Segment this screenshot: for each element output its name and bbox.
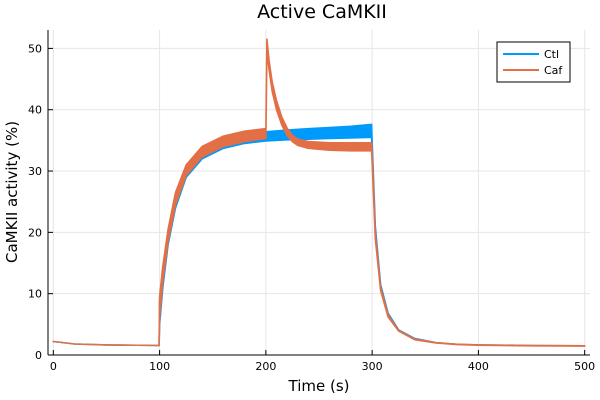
x-tick-label: 100: [149, 360, 170, 373]
y-tick-label: 30: [28, 165, 42, 178]
chart-title: Active CaMKII: [257, 1, 387, 23]
y-tick-label: 10: [28, 288, 42, 301]
legend-box: [496, 41, 571, 83]
y-axis-label: CaMKII activity (%): [3, 121, 21, 263]
series-ctl: [52, 123, 586, 347]
y-tick-label: 40: [28, 104, 42, 117]
y-ticks: 0 10 20 30 40 50: [28, 42, 53, 362]
legend: Ctl Caf: [496, 41, 571, 83]
x-tick-label: 200: [255, 360, 276, 373]
x-axis-label: Time (s): [288, 377, 350, 395]
x-tick-label: 300: [362, 360, 383, 373]
plot-area: [52, 38, 586, 347]
x-tick-label: 500: [574, 360, 595, 373]
y-tick-label: 20: [28, 226, 42, 239]
y-tick-label: 50: [28, 42, 42, 55]
x-tick-label: 400: [468, 360, 489, 373]
legend-label-caf: Caf: [544, 64, 563, 77]
x-tick-label: 0: [50, 360, 57, 373]
series-caf: [52, 38, 586, 347]
x-ticks: 0 100 200 300 400 500: [50, 350, 595, 373]
legend-label-ctl: Ctl: [544, 48, 559, 61]
y-tick-label: 0: [35, 349, 42, 362]
